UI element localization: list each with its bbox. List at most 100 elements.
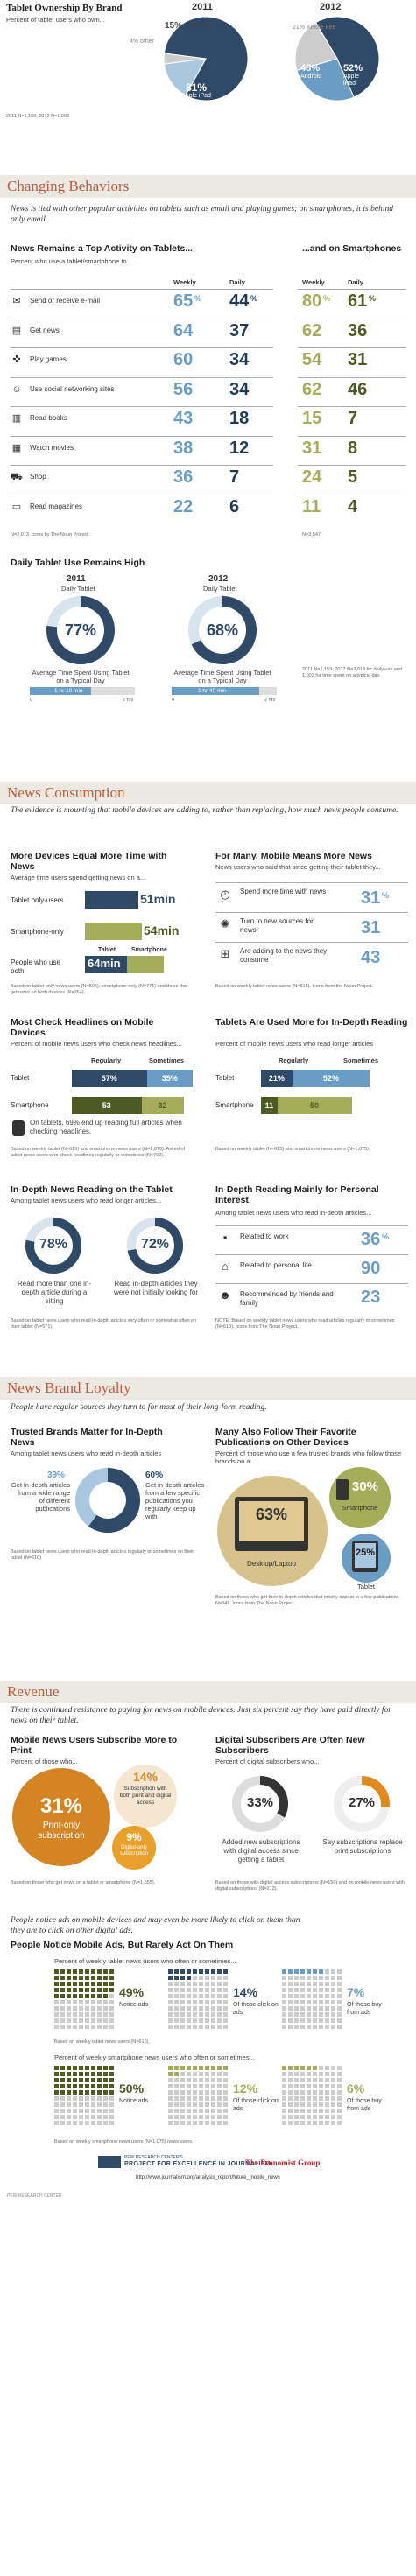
ad-dot — [217, 1988, 222, 1992]
ad-dot — [109, 2102, 114, 2107]
ad-dot — [109, 1988, 114, 1992]
ad-dot — [294, 2115, 299, 2119]
digital-new-title: Digital Subscribers Are Often New Subscr… — [215, 1735, 365, 1756]
ad-dot — [313, 2012, 317, 2017]
ad-dot — [103, 2072, 108, 2076]
trusted-brands-title: Trusted Brands Matter for In-Depth News — [11, 1427, 163, 1448]
ad-dot — [288, 1969, 293, 1974]
smartphone-only-label: Smartphone-only — [11, 928, 64, 936]
ad-dot — [97, 2072, 102, 2076]
ad-dot — [205, 2096, 209, 2101]
ad-dot — [300, 2000, 305, 2004]
pct-sign: % — [382, 891, 390, 900]
ad-dot — [193, 2109, 197, 2113]
ad-dot — [60, 2078, 65, 2082]
ad-dot — [205, 2109, 209, 2113]
ad-dot — [97, 2012, 102, 2017]
ad-dot — [174, 2121, 179, 2125]
sometimes-bar — [141, 1097, 184, 1114]
pie-2012-android-pct: 48% — [300, 63, 321, 74]
ad-dot — [60, 2102, 65, 2107]
ad-dot — [73, 2121, 77, 2125]
ad-dot — [109, 2018, 114, 2023]
ad-dot — [211, 2066, 215, 2070]
activity-divider — [11, 347, 273, 348]
ad-dot — [60, 1982, 65, 1986]
ad-dot — [319, 2121, 323, 2125]
ad-dot — [109, 1982, 114, 1986]
ad-dot — [174, 2066, 179, 2070]
ad-dot — [60, 2096, 65, 2101]
ad-dot — [205, 2102, 209, 2107]
ad-dot — [103, 2012, 108, 2017]
ad-dot — [223, 2096, 228, 2101]
ad-dot — [211, 2000, 215, 2004]
ad-dot — [325, 1982, 329, 1986]
ad-dot — [187, 1976, 191, 1980]
pie-2011-ipad-label: Apple iPad — [181, 93, 211, 99]
tablet-daily-value: 37 — [229, 320, 250, 340]
phone-weekly-header: Weekly — [302, 278, 325, 286]
ad-dot — [199, 1976, 203, 1980]
ad-dot — [282, 1994, 286, 1998]
ad-dot — [199, 1994, 203, 1998]
check-callout: On tablets, 69% end up reading full arti… — [30, 1119, 182, 1135]
ad-dot — [325, 2025, 329, 2029]
ad-dot — [67, 1994, 71, 1998]
ad-dot — [337, 2078, 342, 2082]
ad-dot — [79, 2000, 83, 2004]
ad-dot — [217, 2006, 222, 2011]
avg-time-2012-value: 1 hr 40 min — [198, 688, 227, 694]
digital-new-sub: Percent of digital subscribers who... — [215, 1758, 320, 1765]
personal-interest-note: NOTE: Based on weekly tablet news users … — [215, 1318, 395, 1330]
ad-dot — [180, 2096, 185, 2101]
daily-2011-pct: 77% — [64, 621, 97, 639]
ad-dot — [79, 2072, 83, 2076]
ad-dot — [103, 2090, 108, 2095]
ad-dot — [313, 2090, 317, 2095]
ads-intro: People notice ads on mobile devices and … — [11, 1916, 300, 1935]
ad-dot — [187, 2115, 191, 2119]
ad-dot — [97, 2096, 102, 2101]
ad-dot — [288, 1976, 293, 1980]
activity-divider — [298, 435, 406, 437]
ad-dot — [180, 2012, 185, 2017]
ad-dot — [180, 1982, 185, 1986]
sometimes-bar — [277, 1097, 352, 1114]
ad-dot — [288, 2115, 293, 2119]
ad-dot — [325, 2018, 329, 2023]
ad-dot — [199, 2078, 203, 2082]
ad-dot — [67, 2121, 71, 2125]
ad-dot — [97, 2000, 102, 2004]
in-depth-used-sub: Percent of mobile news users who read lo… — [215, 1040, 374, 1048]
ad-dot — [91, 2109, 95, 2113]
ad-dot — [174, 2084, 179, 2088]
ad-dot — [199, 2115, 203, 2119]
ad-dot — [307, 2078, 311, 2082]
ad-dot — [73, 2018, 77, 2023]
ad-dot — [180, 2000, 185, 2004]
ad-dot — [73, 2102, 77, 2107]
ad-dot — [205, 2115, 209, 2119]
ad-dot — [282, 2012, 286, 2017]
ad-dot — [187, 2012, 191, 2017]
ad-dot — [174, 1982, 179, 1986]
check-sometimes-header: Sometimes — [149, 1056, 185, 1064]
ad-dot — [85, 1969, 89, 1974]
ad-dot — [223, 2012, 228, 2017]
ad-dot-grid — [282, 2066, 342, 2126]
both-devices-value: 64min — [88, 957, 121, 970]
ad-dot — [211, 2121, 215, 2125]
ad-dot — [307, 2012, 311, 2017]
ad-dot — [223, 1982, 228, 1986]
ad-dot — [103, 2078, 108, 2082]
ad-dot — [79, 2090, 83, 2095]
ad-dot — [180, 2121, 185, 2125]
ad-dot — [300, 1969, 305, 1974]
ad-dot — [199, 2066, 203, 2070]
ad-dot — [313, 1988, 317, 1992]
source-url[interactable]: http://www.journalism.org/analysis_repor… — [136, 2175, 280, 2180]
ad-dot — [331, 2115, 335, 2119]
ad-dot — [73, 1976, 77, 1980]
ad-dot — [79, 2012, 83, 2017]
